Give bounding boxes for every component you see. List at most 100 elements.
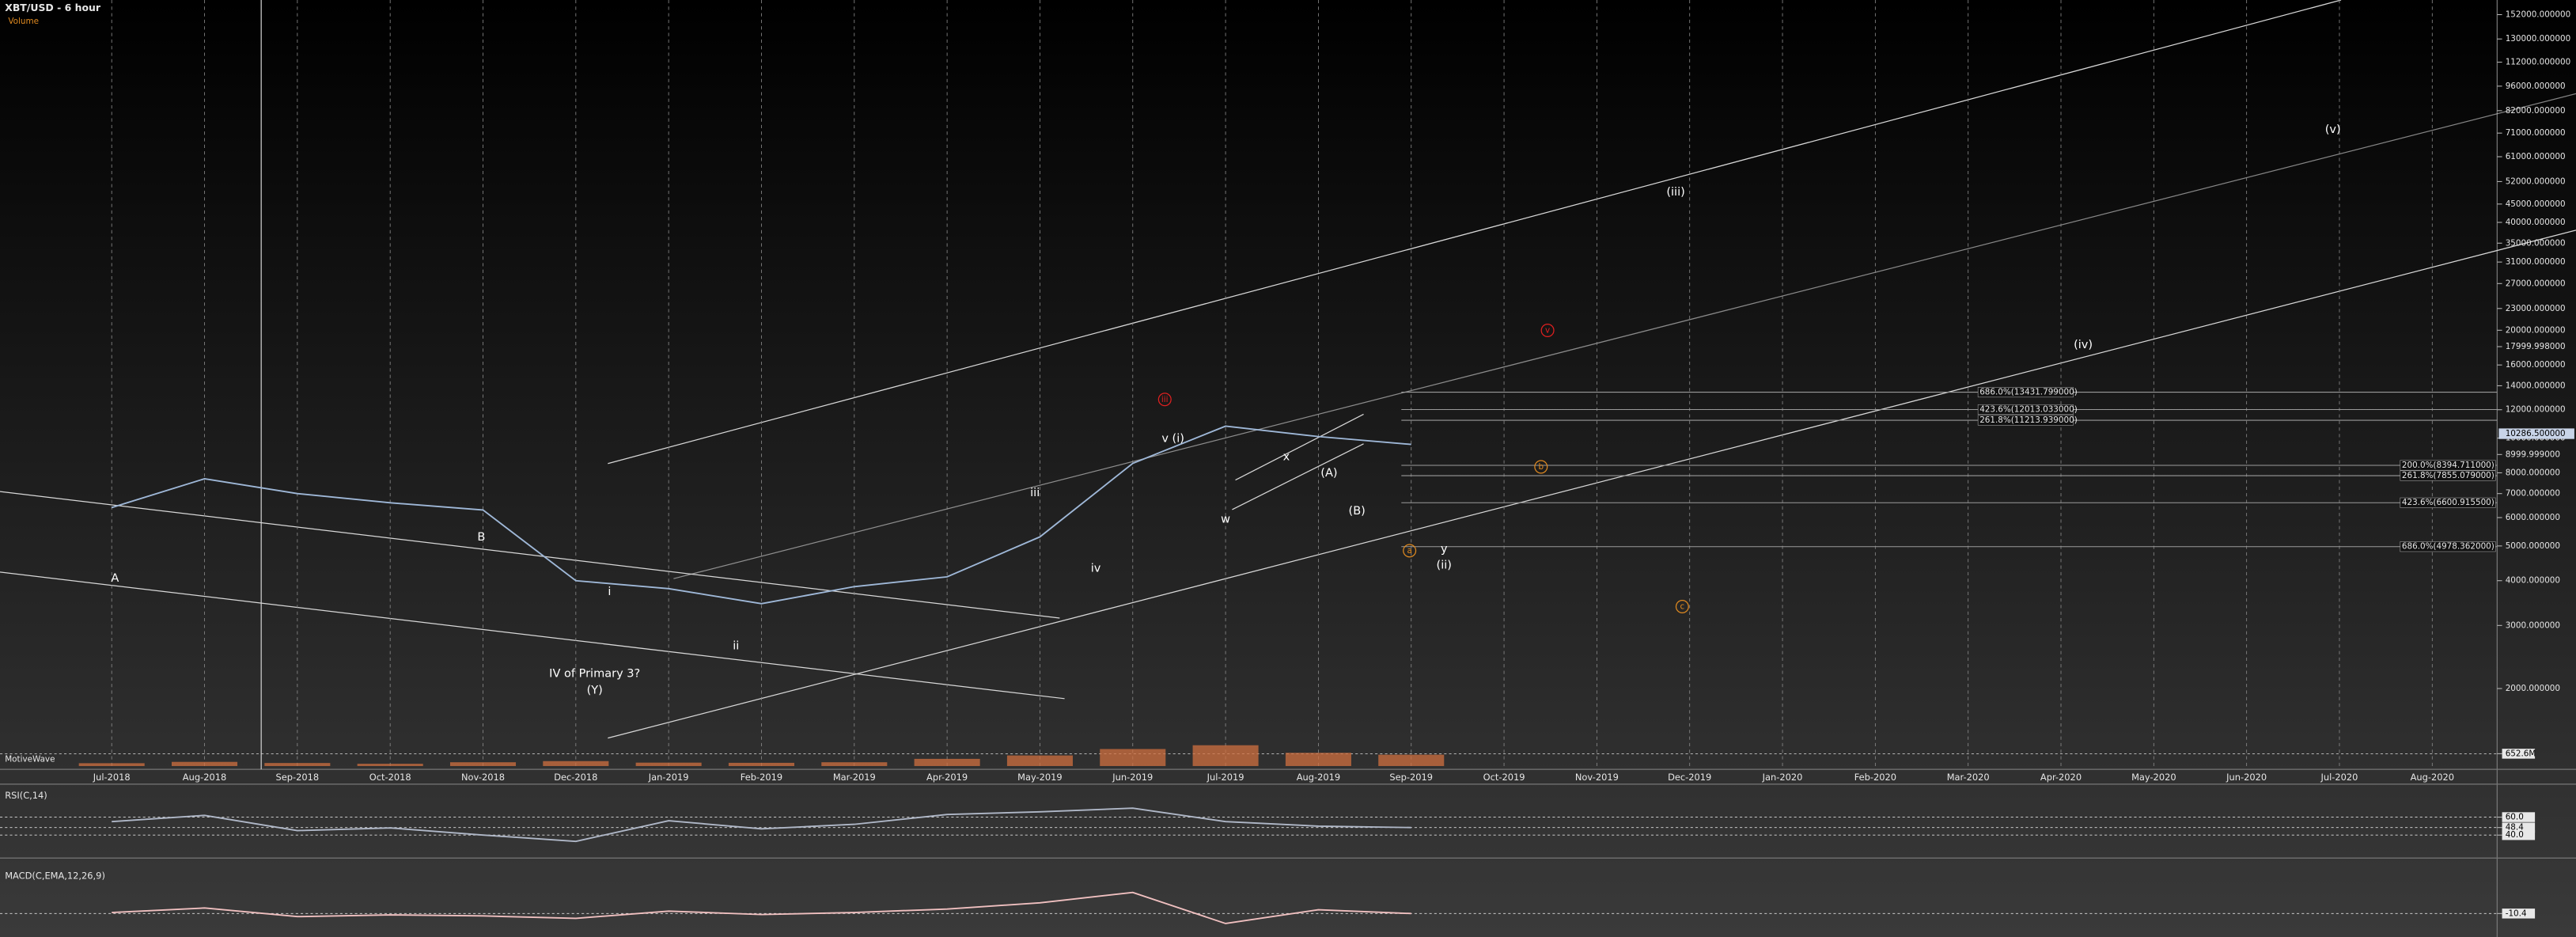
y-tick-label: 82000.000000 xyxy=(2506,106,2566,116)
y-tick-label: 2000.000000 xyxy=(2506,684,2560,693)
volume-bar xyxy=(1285,753,1351,766)
wave-label: v xyxy=(1545,326,1550,336)
wave-circle xyxy=(1157,393,1172,407)
volume-bar xyxy=(1100,749,1166,766)
last-price-label: 10286.500000 xyxy=(2506,429,2566,438)
y-tick-label: 8000.000000 xyxy=(2506,468,2560,477)
x-tick-label: Nov-2019 xyxy=(1575,772,1619,783)
x-tick-label: Jul-2018 xyxy=(93,772,131,783)
trend-line xyxy=(608,0,2342,465)
fib-label: 686.0%(4978.362000) xyxy=(2402,542,2495,552)
fib-label-box xyxy=(1977,387,2074,398)
fib-label-box xyxy=(2400,470,2496,481)
trend-line xyxy=(608,230,2576,739)
wave-label: y xyxy=(1441,543,1448,556)
y-tick-label: 31000.000000 xyxy=(2506,257,2566,267)
x-tick-label: Mar-2020 xyxy=(1947,772,1990,783)
price-line xyxy=(111,425,1411,605)
volume-bar xyxy=(821,762,888,766)
x-tick-label: Apr-2019 xyxy=(926,772,968,783)
wave-label: i xyxy=(608,586,611,598)
wave-circle xyxy=(1534,460,1548,474)
y-tick-label: 5000.000000 xyxy=(2506,541,2560,551)
wave-label: iii xyxy=(1161,395,1169,404)
y-tick-label: 8999.999000 xyxy=(2506,450,2560,459)
wave-label: a xyxy=(1407,546,1411,556)
x-tick-label: Jan-2019 xyxy=(648,772,689,783)
fib-label: 261.8%(7855.079000) xyxy=(2402,471,2495,480)
volume-bar xyxy=(635,762,702,766)
trend-line xyxy=(0,491,1060,619)
x-tick-label: May-2019 xyxy=(1017,772,1063,783)
indicator-line xyxy=(112,891,1411,924)
trend-lines xyxy=(0,0,2576,739)
trend-line xyxy=(1232,443,1364,510)
fib-label-box xyxy=(2400,541,2496,552)
tick-label-box xyxy=(2502,812,2536,822)
y-tick-label: 45000.000000 xyxy=(2506,199,2566,209)
x-tick-label: Feb-2019 xyxy=(741,772,782,783)
y-tick-label: 4000.000000 xyxy=(2506,576,2560,586)
trend-line xyxy=(0,571,1065,700)
wave-label: (iii) xyxy=(1666,186,1684,199)
wave-label: v (i) xyxy=(1161,433,1184,446)
wave-label: w xyxy=(1221,513,1230,525)
volume-bar xyxy=(543,761,609,766)
x-tick-label: Oct-2018 xyxy=(369,772,411,783)
x-tick-label: Sep-2019 xyxy=(1389,772,1433,783)
y-tick-label: 14000.000000 xyxy=(2506,381,2566,390)
fib-label: 261.8%(11213.939000) xyxy=(1979,415,2078,425)
y-tick-label: 35000.000000 xyxy=(2506,238,2566,248)
y-tick-label: 652.6M xyxy=(2506,749,2536,758)
y-tick-label: 20000.000000 xyxy=(2506,325,2566,335)
fib-label-box xyxy=(2400,497,2496,508)
x-tick-label: Mar-2019 xyxy=(833,772,876,783)
x-tick-label: Nov-2018 xyxy=(461,772,505,783)
wave-label: (Y) xyxy=(587,684,603,696)
watermark: MotiveWave xyxy=(5,755,55,764)
x-tick-label: Dec-2018 xyxy=(554,772,597,783)
macd-title: MACD(C,EMA,12,26,9) xyxy=(5,871,105,882)
y-tick-label: 27000.000000 xyxy=(2506,279,2566,288)
x-tick-label: Aug-2020 xyxy=(2411,772,2454,783)
volume-bar xyxy=(171,761,238,766)
wave-label: (v) xyxy=(2325,123,2341,136)
wave-circle xyxy=(1540,323,1555,338)
fib-label-box xyxy=(1977,415,2074,426)
volume-bar xyxy=(78,763,145,766)
y-tick-label: 40.0 xyxy=(2506,830,2524,840)
y-tick-label: 152000.000000 xyxy=(2506,10,2571,20)
fib-label-box xyxy=(1977,404,2074,415)
volume-bar xyxy=(357,764,423,766)
tick-label-box xyxy=(2502,749,2536,759)
wave-circle xyxy=(1403,544,1417,558)
y-tick-label: 3000.000000 xyxy=(2506,620,2560,630)
y-tick-label: 12000.000000 xyxy=(2506,405,2566,415)
fib-label: 200.0%(8394.711000) xyxy=(2402,461,2495,470)
x-tick-label: Apr-2020 xyxy=(2040,772,2082,783)
volume-bar xyxy=(1192,745,1259,766)
x-tick-label: Sep-2018 xyxy=(276,772,320,783)
y-tick-label: 6000.000000 xyxy=(2506,513,2560,522)
y-tick-label: 112000.000000 xyxy=(2506,58,2571,67)
volume-bar xyxy=(1378,754,1445,766)
fib-label: 423.6%(6600.915500) xyxy=(2402,498,2495,507)
last-price-box xyxy=(2498,428,2574,439)
y-tick-label: 23000.000000 xyxy=(2506,304,2566,313)
wave-label: (ii) xyxy=(1437,560,1452,572)
wave-label: A xyxy=(111,572,119,585)
y-tick-label: 16000.000000 xyxy=(2506,360,2566,370)
y-tick-label: 96000.000000 xyxy=(2506,82,2566,91)
x-tick-label: Oct-2019 xyxy=(1483,772,1525,783)
y-tick-label: -10.4 xyxy=(2506,909,2527,918)
volume-title: Volume xyxy=(8,17,39,26)
y-tick-label: 60.0 xyxy=(2506,813,2524,822)
trend-line xyxy=(673,93,2576,579)
wave-label: (A) xyxy=(1320,467,1337,480)
tick-label-box xyxy=(2502,822,2536,833)
volume-bar xyxy=(449,762,517,766)
x-tick-label: Dec-2019 xyxy=(1668,772,1711,783)
chart-title: XBT/USD - 6 hour xyxy=(5,2,101,13)
